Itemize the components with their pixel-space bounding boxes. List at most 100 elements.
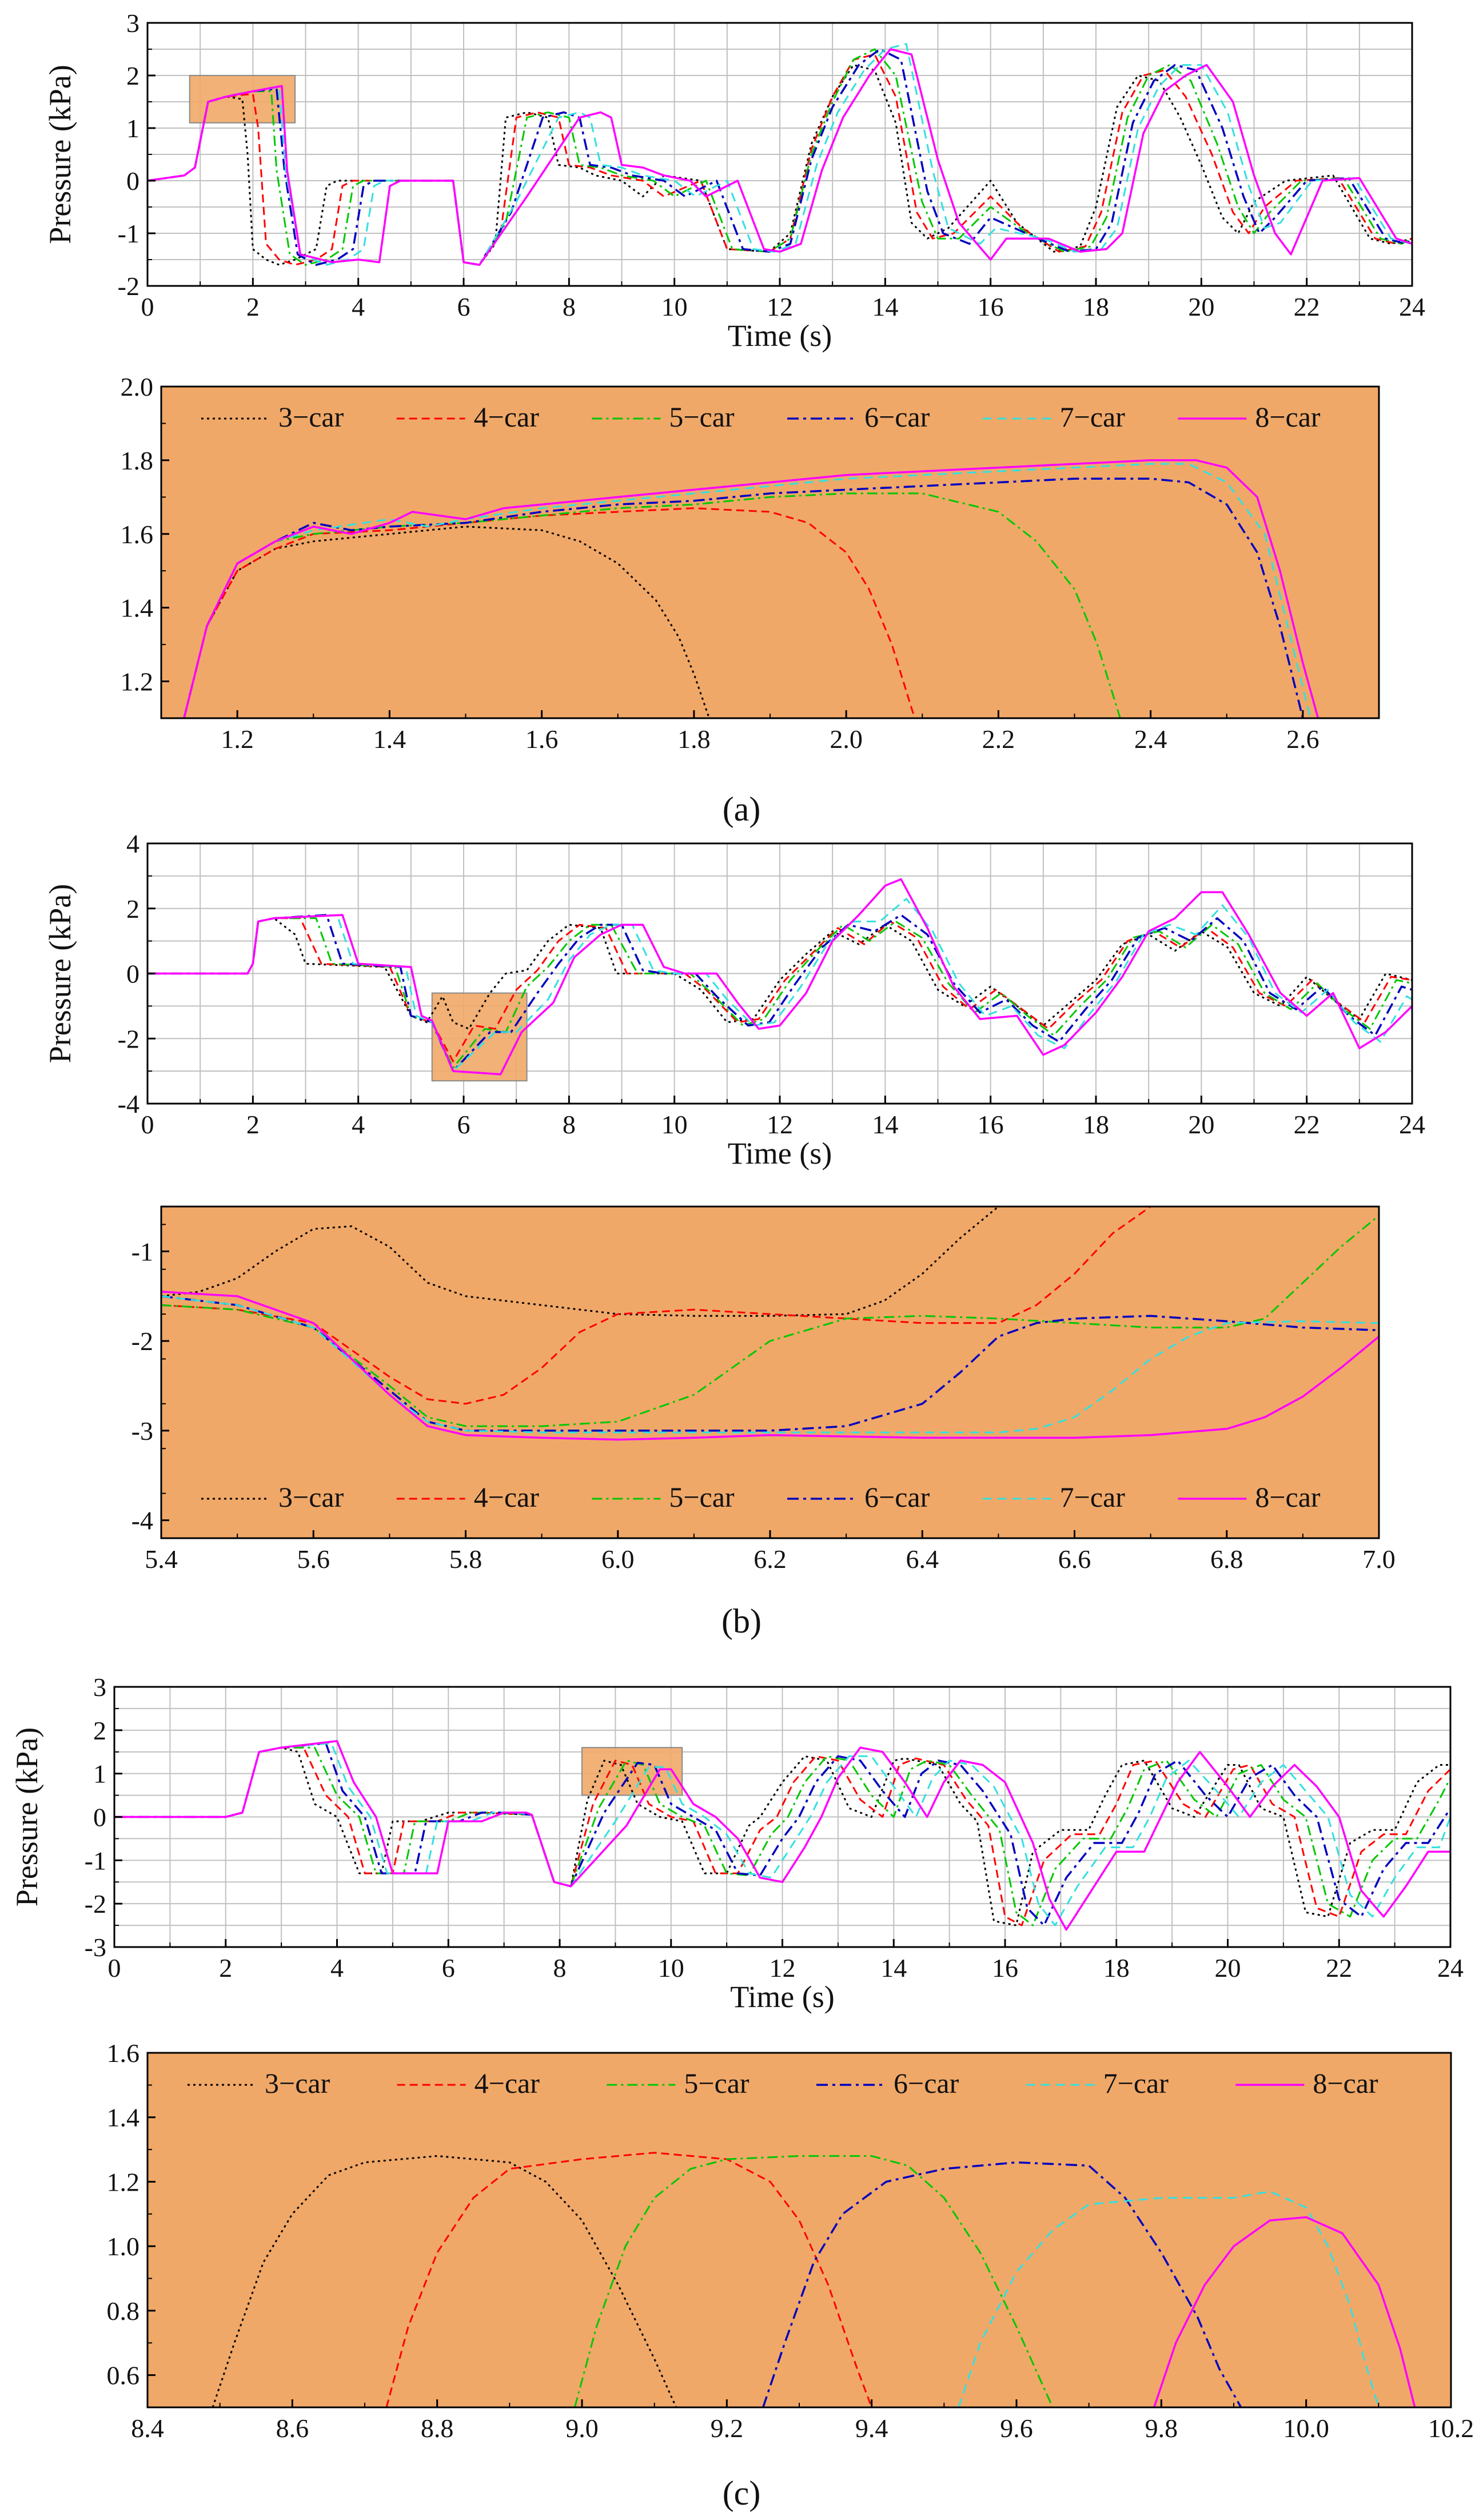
legend-label-3-car: 3−car <box>278 1481 344 1513</box>
y-tick-label: -4 <box>131 1506 153 1535</box>
y-tick-label: 1.6 <box>121 520 154 549</box>
legend-label-4-car: 4−car <box>475 2067 540 2099</box>
x-tick-label: 8.8 <box>421 2414 454 2443</box>
y-tick-label: -3 <box>131 1416 153 1446</box>
x-tick-label: 8 <box>553 1953 567 1982</box>
legend-label-6-car: 6−car <box>864 1481 930 1513</box>
x-tick-label: 16 <box>978 292 1004 321</box>
y-tick-label: -2 <box>131 1327 153 1356</box>
x-tick-label: 0 <box>141 1110 154 1139</box>
x-tick-label: 10 <box>658 1953 684 1982</box>
y-tick-label: 0 <box>126 166 139 196</box>
x-tick-label: 2 <box>219 1953 232 1982</box>
plot-area <box>161 1207 1379 1538</box>
x-tick-label: 2.6 <box>1286 724 1319 754</box>
x-tick-label: 4 <box>352 292 365 321</box>
x-tick-label: 22 <box>1294 292 1320 321</box>
series-line-8-car <box>147 48 1412 266</box>
panel-label-b: (b) <box>721 1602 762 1640</box>
y-tick-label: -1 <box>118 219 139 248</box>
legend-label-5-car: 5−car <box>684 2067 750 2099</box>
x-tick-label: 12 <box>770 1953 796 1982</box>
series-line-3-car <box>161 1207 999 1317</box>
x-tick-label: 16 <box>978 1110 1004 1139</box>
legend-label-8-car: 8−car <box>1255 1481 1321 1513</box>
x-tick-label: 22 <box>1326 1953 1352 1982</box>
x-tick-label: 1.8 <box>677 724 711 754</box>
x-tick-label: 6.0 <box>601 1544 635 1574</box>
x-tick-label: 5.8 <box>449 1544 483 1574</box>
legend-label-4-car: 4−car <box>474 1481 540 1513</box>
y-tick-label: 0.8 <box>107 2296 140 2326</box>
x-tick-label: 24 <box>1399 1110 1425 1139</box>
series-line-4-car <box>385 2152 873 2407</box>
x-tick-label: 14 <box>872 1110 898 1139</box>
legend-label-3-car: 3−car <box>265 2067 330 2099</box>
x-tick-label: 22 <box>1294 1110 1320 1139</box>
x-tick-label: 10.0 <box>1283 2414 1329 2443</box>
x-tick-label: 6.8 <box>1210 1544 1243 1574</box>
series-line-7-car <box>147 898 1412 1072</box>
plot-area <box>161 387 1379 718</box>
series-line-6-car <box>147 48 1412 266</box>
legend-label-7-car: 7−car <box>1060 401 1126 433</box>
y-tick-label: 2 <box>93 1716 106 1745</box>
x-tick-label: 8.4 <box>131 2414 164 2443</box>
x-tick-label: 5.4 <box>145 1544 178 1574</box>
x-tick-label: 2 <box>246 292 260 321</box>
x-tick-label: 6.4 <box>906 1544 939 1574</box>
series-line-5-car <box>161 1215 1379 1427</box>
zoom-region-box <box>431 992 528 1082</box>
x-tick-label: 12 <box>767 1110 793 1139</box>
legend-label-6-car: 6−car <box>864 401 930 433</box>
x-tick-label: 8 <box>563 1110 576 1139</box>
series-line-6-car <box>147 914 1412 1072</box>
x-tick-label: 4 <box>352 1110 365 1139</box>
y-tick-label: 1.4 <box>107 2103 140 2132</box>
legend-label-5-car: 5−car <box>669 401 735 433</box>
y-tick-label: 2 <box>126 61 139 90</box>
series-line-4-car <box>161 1207 1151 1405</box>
series-line-7-car <box>114 1742 1450 1926</box>
x-tick-label: 2.2 <box>982 724 1015 754</box>
series-line-7-car <box>183 463 1311 718</box>
legend-label-7-car: 7−car <box>1103 2067 1169 2099</box>
x-tick-label: 8 <box>563 292 576 321</box>
y-tick-label: 1.6 <box>107 2039 140 2068</box>
legend-label-6-car: 6−car <box>894 2067 959 2099</box>
series-line-3-car <box>114 1746 1450 1926</box>
legend-label-8-car: 8−car <box>1313 2067 1378 2099</box>
x-axis-title: Time (s) <box>730 1980 835 2014</box>
x-tick-label: 4 <box>330 1953 344 1982</box>
x-tick-label: 6.6 <box>1058 1544 1091 1574</box>
x-tick-label: 9.2 <box>711 2414 744 2443</box>
y-tick-label: 0.6 <box>107 2361 140 2390</box>
y-tick-label: -3 <box>85 1933 106 1962</box>
legend-label-7-car: 7−car <box>1060 1481 1126 1513</box>
series-line-5-car <box>573 2155 1054 2407</box>
panel-label-a: (a) <box>723 790 761 828</box>
y-tick-label: -4 <box>118 1089 139 1118</box>
x-tick-label: 6 <box>457 292 471 321</box>
x-tick-label: 18 <box>1103 1953 1130 1982</box>
y-tick-label: 3 <box>93 1673 106 1702</box>
x-tick-label: 9.8 <box>1145 2414 1178 2443</box>
y-tick-label: 4 <box>126 829 139 858</box>
x-tick-label: 10 <box>661 292 688 321</box>
x-tick-label: 14 <box>880 1953 907 1982</box>
y-tick-label: 2.0 <box>121 372 154 401</box>
chart-b-zoom: 5.4 5.6 5.8 6.0 6.2 6.4 6.6 6.8 7.0 -4 -3 -2 -1 3−car… <box>131 1205 1396 1574</box>
x-tick-label: 1.6 <box>525 724 559 754</box>
x-tick-label: 7.0 <box>1362 1544 1396 1574</box>
series-line-7-car <box>147 43 1412 266</box>
y-tick-label: 1.4 <box>121 594 154 623</box>
chart-a-zoom: 1.2 1.4 1.6 1.8 2.0 2.2 2.4 2.6 1.2 1.4 1.6 1.8 2.0 3… <box>121 372 1380 754</box>
legend-label-3-car: 3−car <box>278 401 344 433</box>
y-axis-title: Pressure (kPa) <box>43 65 77 244</box>
series-line-6-car <box>762 2161 1242 2407</box>
x-tick-label: 12 <box>767 292 793 321</box>
y-tick-label: -1 <box>131 1237 153 1266</box>
